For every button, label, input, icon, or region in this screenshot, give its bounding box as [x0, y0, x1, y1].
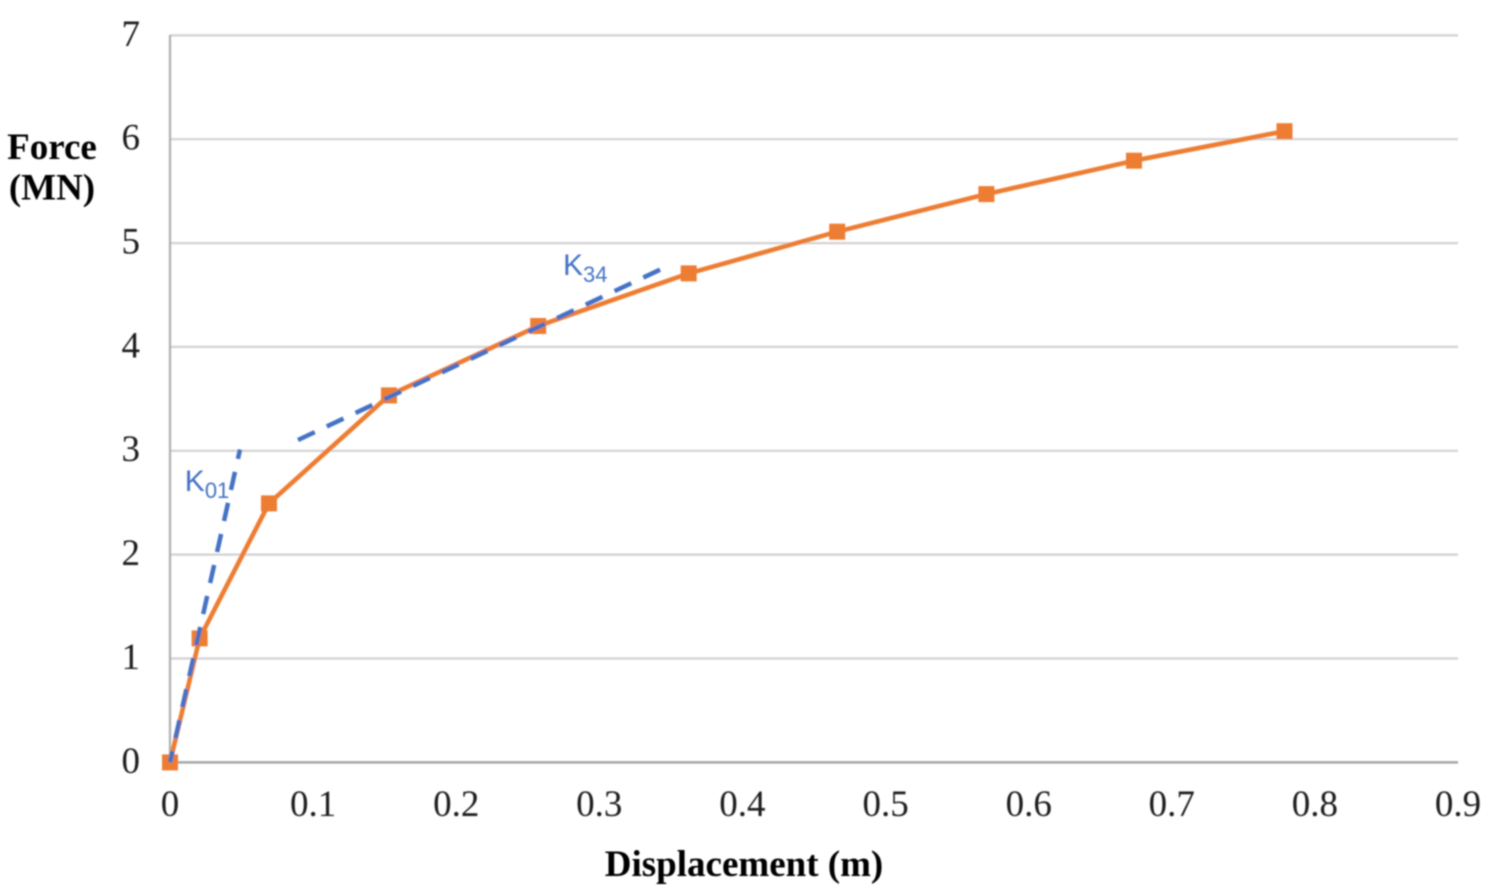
- svg-text:0: 0: [161, 784, 180, 825]
- svg-text:0.9: 0.9: [1435, 784, 1481, 825]
- svg-text:4: 4: [122, 325, 141, 366]
- svg-text:5: 5: [122, 222, 141, 263]
- svg-text:0.7: 0.7: [1149, 784, 1195, 825]
- svg-text:0.8: 0.8: [1292, 784, 1338, 825]
- svg-text:Displacement (m): Displacement (m): [605, 844, 883, 885]
- svg-text:1: 1: [122, 637, 141, 678]
- svg-text:2: 2: [122, 533, 141, 574]
- svg-text:0: 0: [122, 741, 141, 782]
- svg-text:0.5: 0.5: [862, 784, 908, 825]
- svg-text:0.6: 0.6: [1006, 784, 1052, 825]
- svg-text:3: 3: [122, 429, 141, 470]
- svg-text:Force: Force: [7, 127, 97, 168]
- svg-text:(MN): (MN): [9, 168, 95, 209]
- svg-text:6: 6: [122, 118, 141, 159]
- svg-text:0.2: 0.2: [433, 784, 479, 825]
- svg-text:7: 7: [122, 14, 141, 55]
- svg-text:0.1: 0.1: [290, 784, 336, 825]
- svg-text:0.4: 0.4: [719, 784, 765, 825]
- svg-text:0.3: 0.3: [576, 784, 622, 825]
